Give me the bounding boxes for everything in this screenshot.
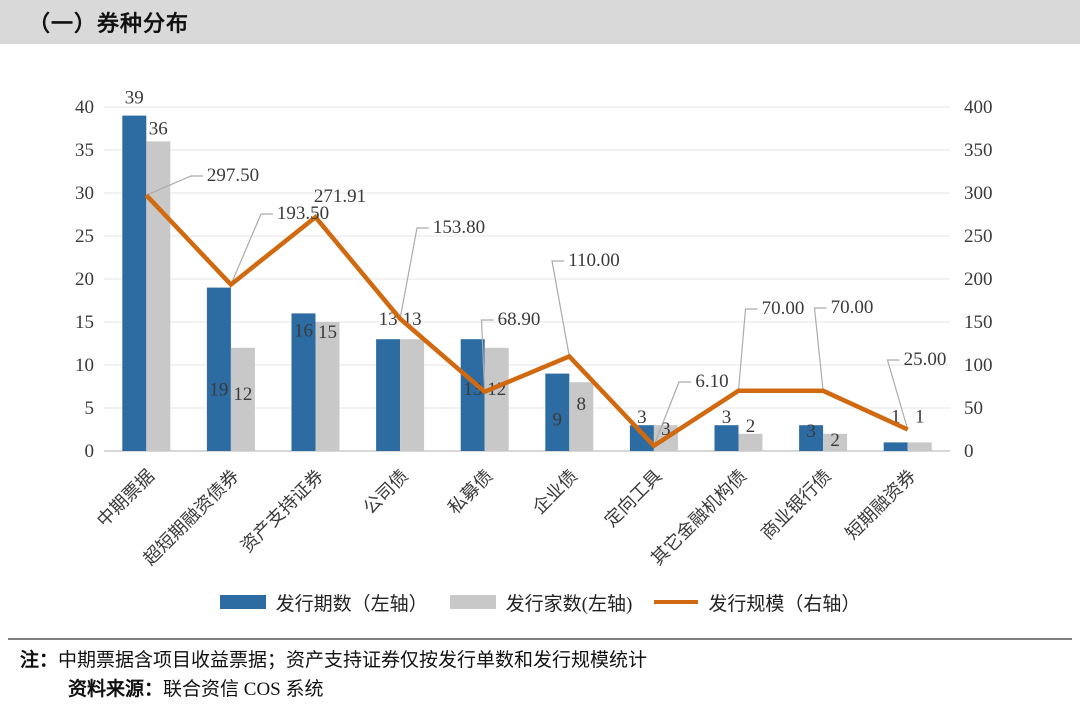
orange-line-swatch-icon bbox=[654, 600, 699, 604]
svg-text:39: 39 bbox=[125, 88, 144, 109]
svg-text:250: 250 bbox=[964, 226, 993, 247]
legend-label: 发行规模（右轴） bbox=[708, 593, 861, 615]
source-prefix: 资料来源： bbox=[68, 679, 164, 700]
svg-text:1: 1 bbox=[915, 406, 925, 427]
svg-text:297.50: 297.50 bbox=[207, 165, 259, 186]
svg-text:资产支持证券: 资产支持证券 bbox=[237, 466, 328, 557]
svg-text:200: 200 bbox=[964, 269, 993, 290]
legend-label: 发行期数（左轴） bbox=[275, 593, 428, 615]
svg-text:20: 20 bbox=[75, 269, 94, 290]
section-header: （一）券种分布 bbox=[0, 0, 1080, 44]
svg-text:25: 25 bbox=[75, 226, 94, 247]
svg-text:0: 0 bbox=[964, 441, 974, 462]
bar-series-issue-count bbox=[122, 115, 908, 451]
svg-text:50: 50 bbox=[964, 398, 983, 419]
svg-text:193.50: 193.50 bbox=[277, 203, 329, 224]
svg-text:短期融资券: 短期融资券 bbox=[842, 466, 920, 544]
svg-text:商业银行债: 商业银行债 bbox=[757, 466, 835, 544]
svg-text:3: 3 bbox=[806, 421, 816, 442]
legend-item-issue-count: 发行期数（左轴） bbox=[219, 589, 428, 616]
footnote-block: 注：中期票据含项目收益票据；资产支持证券仅按发行单数和发行规模统计 资料来源：联… bbox=[0, 638, 1080, 704]
svg-text:400: 400 bbox=[964, 97, 993, 118]
line-series-issue-scale bbox=[144, 193, 909, 449]
legend-item-issuer-count: 发行家数(左轴) bbox=[449, 589, 633, 616]
svg-text:40: 40 bbox=[75, 97, 94, 118]
svg-text:3: 3 bbox=[637, 407, 647, 428]
svg-text:36: 36 bbox=[149, 118, 168, 139]
svg-text:15: 15 bbox=[75, 312, 94, 333]
svg-text:30: 30 bbox=[75, 183, 94, 204]
svg-text:19: 19 bbox=[209, 380, 228, 401]
svg-text:企业债: 企业债 bbox=[529, 466, 581, 518]
svg-text:5: 5 bbox=[85, 398, 95, 419]
source-text: 资料来源：联合资信 COS 系统 bbox=[68, 679, 324, 700]
svg-text:271.91: 271.91 bbox=[314, 186, 366, 207]
svg-text:350: 350 bbox=[964, 140, 993, 161]
bar-series-issuer-count bbox=[146, 141, 932, 451]
svg-text:9: 9 bbox=[553, 410, 563, 431]
svg-text:中期票据: 中期票据 bbox=[93, 466, 158, 531]
svg-text:2: 2 bbox=[746, 416, 756, 437]
svg-text:68.90: 68.90 bbox=[498, 309, 541, 330]
svg-text:13: 13 bbox=[379, 309, 398, 330]
svg-text:公司债: 公司债 bbox=[360, 466, 412, 518]
chart-legend: 发行期数（左轴） 发行家数(左轴) 发行规模（右轴） bbox=[0, 588, 1080, 616]
svg-text:70.00: 70.00 bbox=[762, 298, 805, 319]
svg-text:300: 300 bbox=[964, 183, 993, 204]
gridlines bbox=[104, 106, 950, 452]
svg-text:35: 35 bbox=[75, 140, 94, 161]
svg-text:153.80: 153.80 bbox=[433, 217, 485, 238]
label-leader-lines bbox=[146, 175, 909, 446]
svg-text:110.00: 110.00 bbox=[568, 250, 620, 271]
svg-text:2: 2 bbox=[830, 430, 840, 451]
svg-text:0: 0 bbox=[85, 441, 95, 462]
legend-item-issue-scale: 发行规模（右轴） bbox=[654, 589, 860, 616]
legend-label: 发行家数(左轴) bbox=[505, 593, 633, 615]
divider bbox=[8, 638, 1072, 640]
footnote-text: 注：中期票据含项目收益票据；资产支持证券仅按发行单数和发行规模统计 bbox=[20, 650, 648, 671]
gray-bar-swatch-icon bbox=[449, 595, 496, 609]
svg-text:3: 3 bbox=[722, 407, 732, 428]
svg-text:1: 1 bbox=[891, 406, 901, 427]
svg-text:定向工具: 定向工具 bbox=[601, 466, 666, 531]
svg-text:15: 15 bbox=[318, 322, 337, 343]
svg-text:100: 100 bbox=[964, 355, 993, 376]
svg-text:150: 150 bbox=[964, 312, 993, 333]
svg-text:10: 10 bbox=[75, 355, 94, 376]
svg-text:私募债: 私募债 bbox=[444, 466, 496, 518]
svg-text:12: 12 bbox=[233, 384, 252, 405]
footnote-prefix: 注： bbox=[20, 650, 59, 671]
svg-text:70.00: 70.00 bbox=[831, 297, 874, 318]
svg-text:6.10: 6.10 bbox=[695, 371, 728, 392]
svg-text:25.00: 25.00 bbox=[904, 349, 947, 370]
page-title: （一）券种分布 bbox=[28, 11, 190, 36]
blue-bar-swatch-icon bbox=[219, 595, 266, 609]
svg-text:3: 3 bbox=[661, 419, 671, 440]
svg-text:16: 16 bbox=[294, 320, 313, 341]
svg-text:8: 8 bbox=[577, 394, 587, 415]
